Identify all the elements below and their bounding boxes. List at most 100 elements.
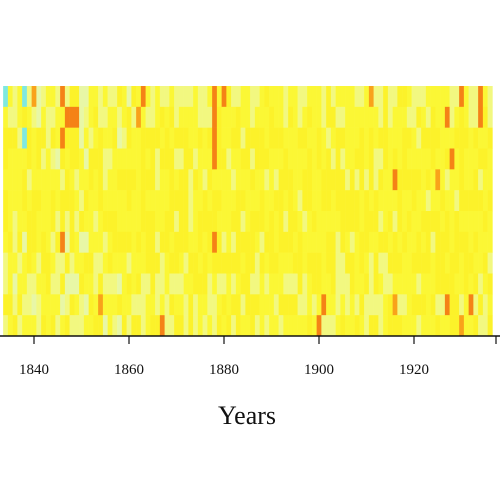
heatmap-cell: [55, 211, 61, 233]
heatmap-cell: [88, 127, 94, 149]
heatmap-cell: [383, 86, 389, 108]
heatmap-cell: [188, 315, 194, 337]
heatmap-cell: [41, 148, 47, 170]
heatmap-cell: [69, 169, 75, 191]
heatmap-cell: [98, 127, 104, 149]
heatmap-cell: [183, 127, 189, 149]
heatmap-cell: [440, 127, 446, 149]
heatmap-cell: [193, 315, 199, 337]
heatmap-cell: [478, 169, 484, 191]
heatmap-cell: [487, 252, 493, 274]
heatmap-cell: [421, 106, 427, 128]
heatmap-cell: [26, 169, 32, 191]
heatmap-cell: [169, 86, 175, 108]
heatmap-cell: [50, 294, 56, 316]
heatmap-cell: [335, 294, 341, 316]
heatmap-cell: [245, 294, 251, 316]
heatmap-cell: [326, 252, 332, 274]
heatmap-cell: [430, 252, 436, 274]
heatmap-cell: [406, 86, 412, 108]
heatmap-cell: [326, 148, 332, 170]
heatmap-cell: [136, 211, 142, 233]
heatmap-cell: [302, 273, 308, 295]
heatmap-cell: [378, 273, 384, 295]
heatmap-cell: [349, 148, 355, 170]
heatmap-cell: [245, 211, 251, 233]
heatmap-cell: [216, 231, 222, 253]
heatmap-cell: [278, 315, 284, 337]
heatmap-cell: [364, 231, 370, 253]
heatmap-cell: [55, 252, 61, 274]
heatmap-cell: [392, 190, 398, 212]
heatmap-cell: [26, 106, 32, 128]
heatmap-cell: [378, 190, 384, 212]
heatmap-cell: [468, 211, 474, 233]
heatmap-cell: [31, 106, 37, 128]
heatmap-cell: [307, 211, 313, 233]
heatmap-cell: [292, 315, 298, 337]
heatmap-cell: [421, 190, 427, 212]
heatmap-cell: [145, 315, 151, 337]
heatmap-cell: [140, 190, 146, 212]
heatmap-cell: [487, 169, 493, 191]
heatmap-cell: [240, 169, 246, 191]
heatmap-cell: [231, 273, 237, 295]
heatmap-cell: [302, 294, 308, 316]
heatmap-cell: [392, 231, 398, 253]
heatmap-cell: [482, 86, 488, 108]
heatmap-cell: [326, 315, 332, 337]
heatmap-cell: [264, 231, 270, 253]
heatmap-cell: [64, 148, 70, 170]
heatmap-cell: [226, 86, 232, 108]
heatmap-cell: [102, 273, 108, 295]
heatmap-cell: [98, 86, 104, 108]
heatmap-cell: [321, 252, 327, 274]
heatmap-cell: [226, 106, 232, 128]
heatmap-cell: [60, 231, 66, 253]
heatmap-cell: [273, 211, 279, 233]
heatmap-cell: [88, 211, 94, 233]
heatmap-cell: [50, 273, 56, 295]
heatmap-cell: [245, 169, 251, 191]
heatmap-cell: [316, 190, 322, 212]
heatmap-cell: [392, 273, 398, 295]
heatmap-cell: [79, 148, 85, 170]
heatmap-cell: [193, 252, 199, 274]
heatmap-cell: [416, 315, 422, 337]
heatmap-cell: [259, 106, 265, 128]
heatmap-cell: [3, 315, 9, 337]
heatmap-cell: [292, 106, 298, 128]
x-tick-label: 1900: [304, 362, 334, 378]
heatmap-cell: [368, 273, 374, 295]
x-axis-ticks: 1840 1860 1880 1900 1920: [19, 336, 497, 378]
heatmap-cell: [364, 294, 370, 316]
heatmap-cell: [202, 190, 208, 212]
heatmap-cell: [41, 273, 47, 295]
heatmap-cell: [174, 190, 180, 212]
heatmap-cell: [297, 231, 303, 253]
heatmap-cell: [17, 294, 23, 316]
heatmap-cell: [64, 315, 70, 337]
heatmap-cell: [212, 148, 218, 170]
heatmap-cell: [302, 106, 308, 128]
heatmap-cell: [31, 211, 37, 233]
heatmap-cell: [102, 294, 108, 316]
heatmap-cell: [411, 252, 417, 274]
heatmap-cell: [174, 231, 180, 253]
heatmap-cell: [3, 106, 9, 128]
heatmap-cell: [378, 315, 384, 337]
x-tick-label: 1840: [19, 362, 49, 378]
heatmap-cell: [221, 315, 227, 337]
heatmap-cell: [292, 252, 298, 274]
heatmap-cell: [459, 190, 465, 212]
heatmap-cell: [207, 252, 213, 274]
heatmap-cell: [468, 106, 474, 128]
heatmap-cell: [178, 294, 184, 316]
heatmap-cell: [126, 86, 132, 108]
heatmap-cell: [145, 86, 151, 108]
heatmap-cell: [349, 127, 355, 149]
heatmap-cell: [311, 127, 317, 149]
heatmap-cell: [316, 169, 322, 191]
heatmap-cell: [83, 106, 89, 128]
